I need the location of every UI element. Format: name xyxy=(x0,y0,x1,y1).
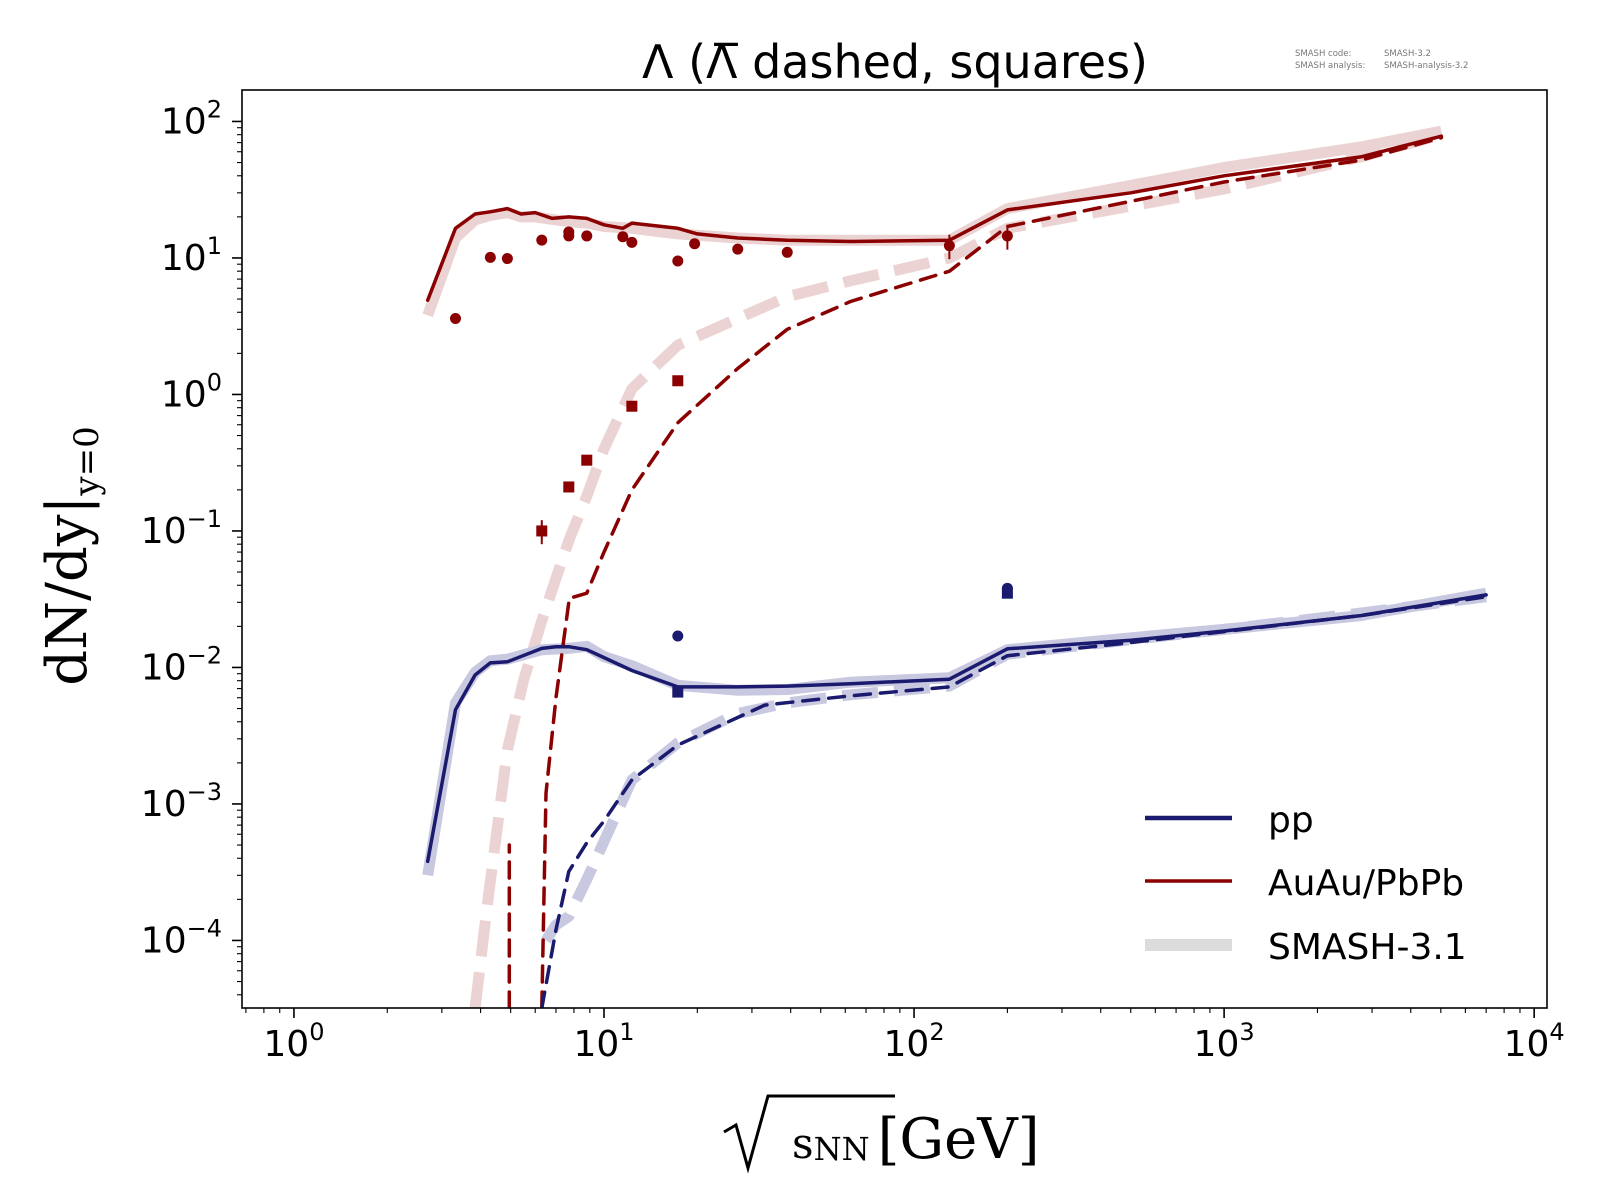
marker-auau-lambda-data xyxy=(484,251,496,263)
y-tick-label: 10−4 xyxy=(141,914,222,961)
y-tick-base: 10 xyxy=(141,920,187,961)
legend: pp AuAu/PbPb SMASH-3.1 xyxy=(1145,800,1467,968)
x-tick-base: 10 xyxy=(263,1024,309,1065)
data-markers xyxy=(450,224,1013,698)
series-auau-lambda xyxy=(425,134,1444,302)
y-tick-base: 10 xyxy=(141,647,187,688)
simulation-lines xyxy=(425,134,1488,1008)
series-pp-lambda-smash31 xyxy=(422,587,1488,877)
marker-auau-lambda-data xyxy=(581,230,593,242)
y-tick-exponent: −3 xyxy=(187,778,222,806)
marker-auau-lambda-data xyxy=(626,236,638,248)
y-tick-base: 10 xyxy=(161,374,207,415)
marker-pp-lambda-data xyxy=(672,630,684,642)
x-tick-exponent: 0 xyxy=(309,1018,324,1046)
x-tick-label: 101 xyxy=(573,1018,634,1065)
x-tick-label: 100 xyxy=(263,1018,324,1065)
series-pp-lambda xyxy=(425,593,1488,864)
version-info: SMASH code: SMASH-3.2 SMASH analysis: SM… xyxy=(1295,49,1468,71)
marker-auau-lambda-data xyxy=(781,246,793,258)
x-axis-ticks: 100 101 102 103 104 xyxy=(245,1008,1565,1065)
marker-auau-lambda-data xyxy=(943,240,955,252)
y-axis-label-subscript: y=0 xyxy=(67,426,107,496)
y-tick-label: 101 xyxy=(161,232,222,279)
version-analysis-label: SMASH analysis: xyxy=(1295,61,1365,71)
y-tick-label: 102 xyxy=(161,95,222,142)
x-tick-base: 10 xyxy=(1504,1024,1550,1065)
marker-auau-lambda-data xyxy=(536,234,548,246)
y-axis-label: dN/dy|y=0 xyxy=(35,426,107,685)
series-auau-antilambda xyxy=(540,135,1444,1008)
y-tick-label: 10−2 xyxy=(141,641,222,688)
marker-auau-lambda-data xyxy=(617,231,629,243)
x-tick-base: 10 xyxy=(1194,1024,1240,1065)
svg-text:dN/dy|y=0: dN/dy|y=0 xyxy=(35,426,107,685)
x-tick-exponent: 1 xyxy=(619,1018,634,1046)
series-auau-antilambda-smash31 xyxy=(469,129,1443,1008)
x-axis-label: sNN [GeV] xyxy=(723,1094,1040,1174)
marker-pp-antilambda-data xyxy=(672,686,684,698)
y-tick-base: 10 xyxy=(141,511,187,552)
y-tick-label: 10−1 xyxy=(141,505,222,552)
y-tick-exponent: −2 xyxy=(187,641,222,669)
marker-auau-antilambda-data xyxy=(626,400,638,412)
marker-auau-lambda-data xyxy=(672,255,684,267)
marker-auau-antilambda-data xyxy=(581,454,593,466)
marker-pp-antilambda-data xyxy=(1001,587,1013,599)
legend-label-smash31: SMASH-3.1 xyxy=(1268,927,1467,968)
x-tick-base: 10 xyxy=(884,1024,930,1065)
y-tick-label: 10−3 xyxy=(141,778,222,825)
x-axis-label-unit: [GeV] xyxy=(878,1107,1040,1172)
y-tick-exponent: −4 xyxy=(187,914,222,942)
legend-entry-pp: pp xyxy=(1145,800,1314,841)
y-tick-exponent: −1 xyxy=(187,505,222,533)
x-tick-exponent: 3 xyxy=(1239,1018,1254,1046)
legend-entry-auau: AuAu/PbPb xyxy=(1145,863,1464,904)
marker-auau-lambda-data xyxy=(501,253,513,265)
y-axis-label-main: dN/dy| xyxy=(35,496,100,686)
marker-auau-lambda-data xyxy=(563,226,575,238)
y-tick-exponent: 1 xyxy=(207,232,222,260)
version-analysis-value: SMASH-analysis-3.2 xyxy=(1384,61,1468,71)
marker-auau-antilambda-data xyxy=(672,375,684,387)
sqrt-sign-icon xyxy=(723,1094,895,1174)
x-tick-exponent: 2 xyxy=(929,1018,944,1046)
x-tick-label: 104 xyxy=(1504,1018,1565,1065)
legend-label-pp: pp xyxy=(1268,800,1314,841)
plot-frame xyxy=(241,89,1548,1009)
series-auau-lambda-smash31 xyxy=(422,125,1443,318)
marker-auau-lambda-data xyxy=(1001,230,1013,242)
svg-text:sNN[GeV]: sNN [GeV] xyxy=(792,1107,1040,1172)
y-tick-base: 10 xyxy=(161,238,207,279)
y-tick-label: 100 xyxy=(161,368,222,415)
version-code-value: SMASH-3.2 xyxy=(1384,49,1431,59)
y-tick-base: 10 xyxy=(161,101,207,142)
marker-auau-antilambda-data xyxy=(536,525,548,537)
legend-entry-smash31: SMASH-3.1 xyxy=(1145,927,1467,968)
legend-label-auau: AuAu/PbPb xyxy=(1268,863,1464,904)
series-pp-antilambda xyxy=(540,594,1488,1008)
x-tick-label: 102 xyxy=(884,1018,945,1065)
y-tick-base: 10 xyxy=(141,784,187,825)
x-tick-label: 103 xyxy=(1194,1018,1255,1065)
marker-auau-lambda-data xyxy=(689,238,701,250)
x-axis-label-variable: s xyxy=(792,1119,814,1168)
version-code-label: SMASH code: xyxy=(1295,49,1351,59)
y-tick-exponent: 0 xyxy=(207,368,222,396)
x-tick-exponent: 4 xyxy=(1549,1018,1564,1046)
chart-title: Λ (Λ̅ dashed, squares) xyxy=(642,35,1148,89)
x-tick-base: 10 xyxy=(573,1024,619,1065)
marker-auau-antilambda-data xyxy=(563,481,575,493)
marker-auau-lambda-data xyxy=(450,313,462,325)
marker-auau-lambda-data xyxy=(732,243,744,255)
y-tick-exponent: 2 xyxy=(207,95,222,123)
x-axis-label-subscript: NN xyxy=(814,1130,870,1168)
